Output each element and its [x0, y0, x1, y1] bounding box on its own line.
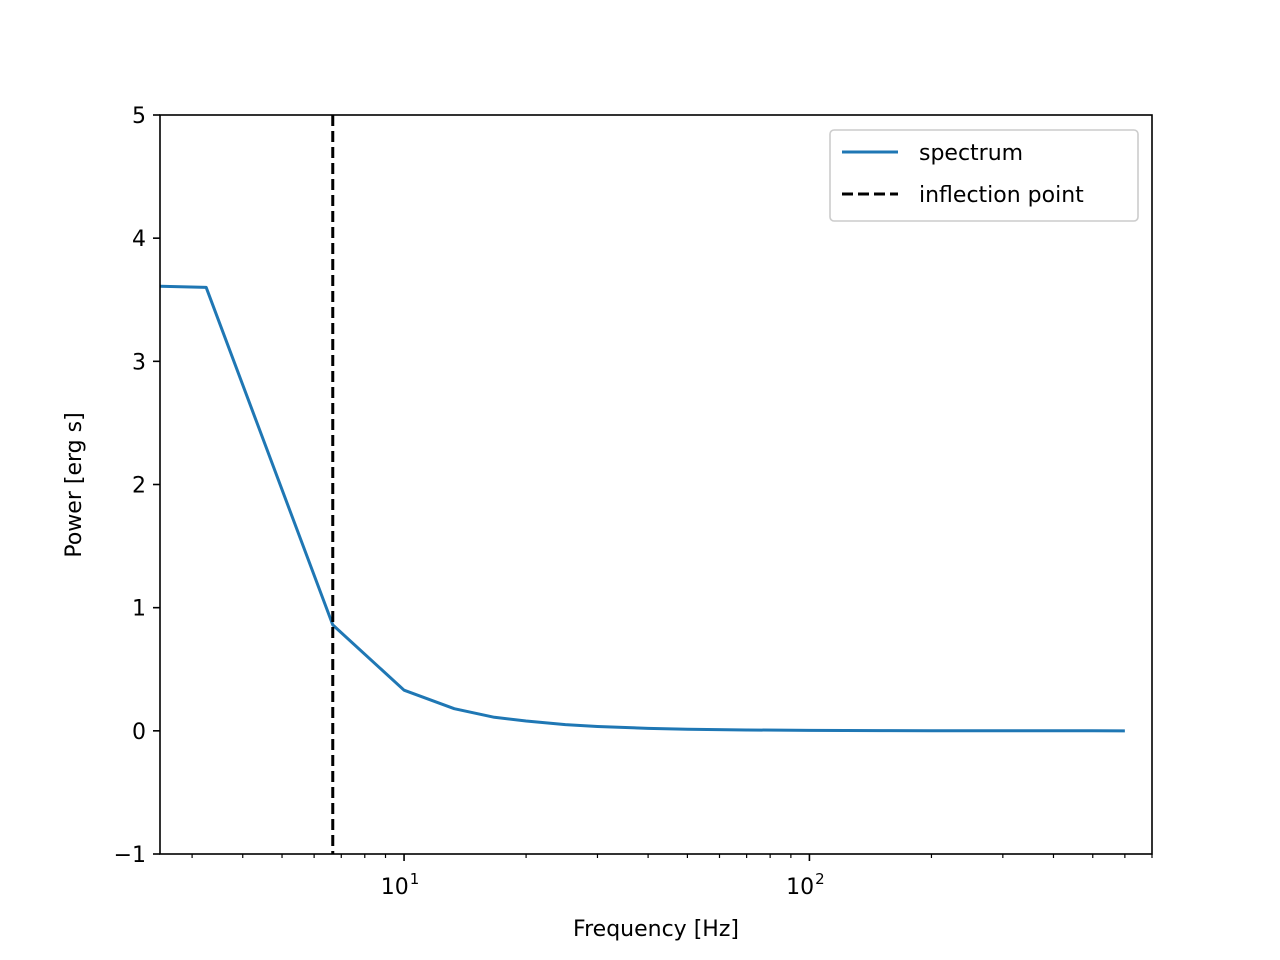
y-tick-label: 4: [132, 227, 146, 252]
y-tick-label: −1: [114, 843, 146, 868]
legend-label-spectrum: spectrum: [919, 141, 1023, 166]
y-tick-label: 1: [132, 597, 146, 622]
y-tick-label: 2: [132, 474, 146, 499]
x-axis-label: Frequency [Hz]: [573, 917, 739, 942]
y-tick-label: 0: [132, 720, 146, 745]
x-tick-exponent: 1: [410, 870, 420, 888]
x-tick-exponent: 2: [815, 870, 825, 888]
series-line-spectrum: [160, 284, 1125, 733]
y-axis-label: Power [erg s]: [62, 412, 87, 557]
y-tick-label: 3: [132, 350, 146, 375]
legend-box: [829, 129, 1139, 222]
legend: spectrum inflection point: [829, 129, 1139, 222]
y-tick-label: 5: [132, 104, 146, 129]
legend-label-inflection-point: inflection point: [919, 183, 1084, 208]
x-tick-label: 102: [786, 870, 825, 900]
plot-area: [160, 115, 1125, 854]
